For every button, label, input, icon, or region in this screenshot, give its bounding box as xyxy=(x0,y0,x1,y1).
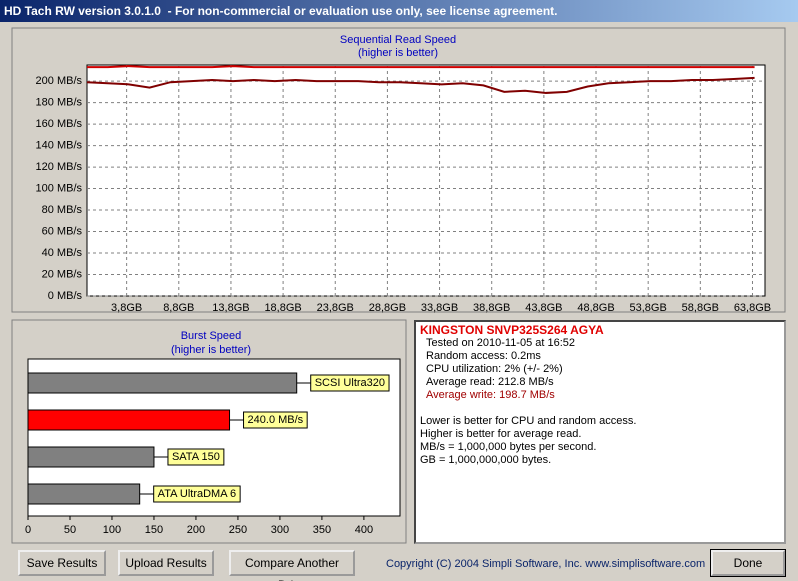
x-tick-label: 200 xyxy=(187,524,205,536)
info-note: Lower is better for CPU and random acces… xyxy=(420,415,637,427)
x-tick-label: 250 xyxy=(229,524,247,536)
label-box xyxy=(153,485,241,503)
button[interactable]: Upload Results xyxy=(118,550,214,576)
x-tick-label: 350 xyxy=(313,524,331,536)
bar xyxy=(27,409,231,431)
info-line: Random access: 0.2ms xyxy=(426,350,541,362)
x-tick-label: 400 xyxy=(355,524,373,536)
x-tick-label: 43,8GB xyxy=(525,302,562,313)
label-box xyxy=(310,374,390,392)
x-tick-label: 63,8GB xyxy=(734,302,771,313)
line-series xyxy=(86,76,755,94)
bar-label: 240.0 MB/s xyxy=(248,414,304,426)
y-tick-label: 60 MB/s xyxy=(42,225,83,237)
x-tick-label: 58,8GB xyxy=(682,302,719,313)
chart-title: Burst Speed xyxy=(181,330,242,342)
y-tick-label: 180 MB/s xyxy=(36,97,83,109)
info-line: CPU utilization: 2% (+/- 2%) xyxy=(426,363,563,375)
button[interactable]: Compare Another Drive xyxy=(229,550,355,581)
x-tick-label: 53,8GB xyxy=(630,302,667,313)
x-tick-label: 48,8GB xyxy=(577,302,614,313)
x-tick-label: 33,8GB xyxy=(421,302,458,313)
plot-area xyxy=(86,64,766,297)
label-box xyxy=(243,411,308,429)
label-box xyxy=(167,448,225,466)
line-series xyxy=(87,65,755,69)
title-bar: HD Tach RW version 3.0.1.0 - For non-com… xyxy=(0,0,798,22)
read-chart: Sequential Read Speed (higher is better)… xyxy=(11,27,786,313)
chart-subtitle: (higher is better) xyxy=(171,344,251,356)
y-tick-label: 200 MB/s xyxy=(36,75,83,87)
info-note: GB = 1,000,000,000 bytes. xyxy=(420,454,552,466)
button[interactable]: Save Results xyxy=(18,550,106,576)
info-note: MB/s = 1,000,000 bytes per second. xyxy=(420,441,597,453)
bar-label: ATA UltraDMA 6 xyxy=(158,488,236,500)
x-tick-label: 13,8GB xyxy=(212,302,249,313)
x-tick-label: 18,8GB xyxy=(264,302,301,313)
info-note: Higher is better for average read. xyxy=(420,428,582,440)
bar xyxy=(27,372,298,394)
drive-name: KINGSTON SNVP325S264 AGYA xyxy=(420,323,604,337)
info-line: Average write: 198.7 MB/s xyxy=(426,389,555,401)
y-tick-label: 40 MB/s xyxy=(42,247,83,259)
bar-label: SATA 150 xyxy=(172,451,220,463)
bar-label: SCSI Ultra320 xyxy=(315,377,385,389)
chart-title: Sequential Read Speed xyxy=(340,34,456,46)
x-tick-label: 3,8GB xyxy=(111,302,142,313)
button[interactable]: Done xyxy=(710,549,786,577)
y-tick-label: 140 MB/s xyxy=(36,139,83,151)
info-panel: KINGSTON SNVP325S264 AGYA Tested on 2010… xyxy=(414,320,786,544)
y-tick-label: 20 MB/s xyxy=(42,268,83,280)
x-tick-label: 23,8GB xyxy=(317,302,354,313)
x-tick-label: 100 xyxy=(103,524,121,536)
y-tick-label: 100 MB/s xyxy=(36,182,83,194)
x-tick-label: 300 xyxy=(271,524,289,536)
burst-chart: Burst Speed (higher is better) 0 50 100 150… xyxy=(11,319,407,544)
x-tick-label: 0 xyxy=(25,524,31,536)
bar xyxy=(27,446,155,468)
chart-subtitle: (higher is better) xyxy=(358,47,438,59)
copyright: Copyright (C) 2004 Simpli Software, Inc.… xyxy=(386,558,706,570)
y-tick-label: 0 MB/s xyxy=(48,290,83,302)
y-tick-label: 160 MB/s xyxy=(36,118,83,130)
y-tick-label: 120 MB/s xyxy=(36,161,83,173)
x-tick-label: 28,8GB xyxy=(369,302,406,313)
x-tick-label: 50 xyxy=(64,524,76,536)
info-line: Average read: 212.8 MB/s xyxy=(426,376,554,388)
bar xyxy=(27,483,141,505)
x-tick-label: 8,8GB xyxy=(163,302,194,313)
x-tick-label: 38,8GB xyxy=(473,302,510,313)
y-tick-label: 80 MB/s xyxy=(42,204,83,216)
info-line: Tested on 2010-11-05 at 16:52 xyxy=(426,337,576,349)
x-tick-label: 150 xyxy=(145,524,163,536)
